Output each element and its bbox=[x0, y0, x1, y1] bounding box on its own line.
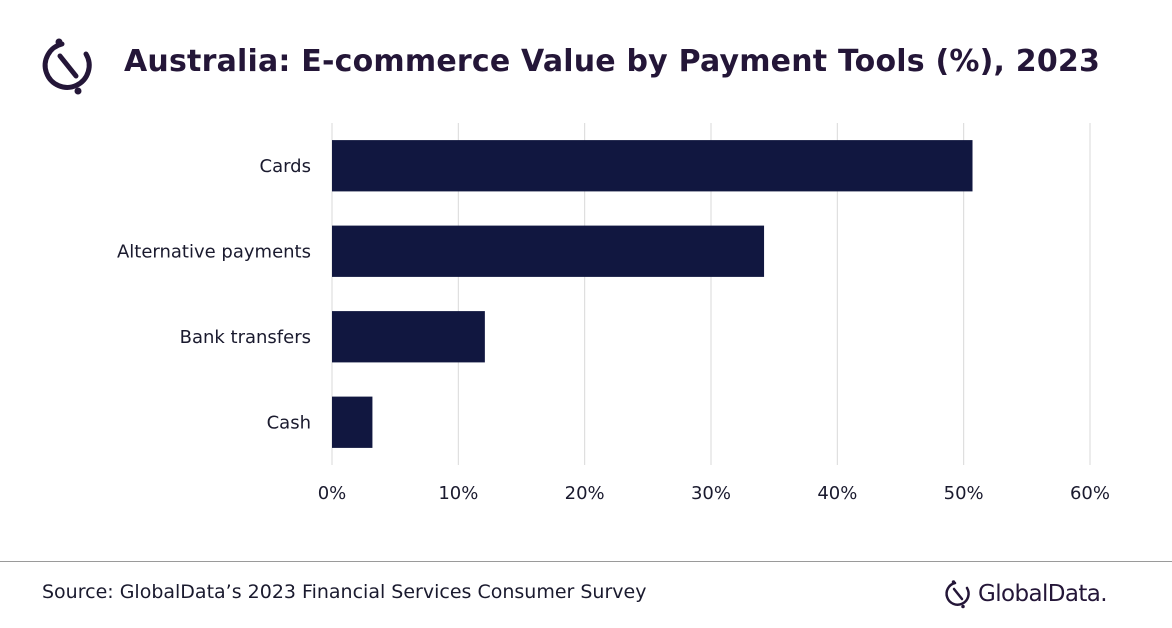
globaldata-brand-icon bbox=[945, 580, 970, 609]
footer-divider bbox=[0, 561, 1172, 562]
globaldata-logo-icon bbox=[42, 38, 92, 95]
x-tick-label: 30% bbox=[691, 483, 731, 504]
category-label: Bank transfers bbox=[180, 327, 311, 348]
category-label: Cash bbox=[267, 412, 311, 433]
bar bbox=[332, 396, 373, 448]
source-note: Source: GlobalData’s 2023 Financial Serv… bbox=[42, 581, 647, 603]
x-tick-label: 10% bbox=[438, 483, 478, 504]
x-tick-label: 50% bbox=[944, 483, 984, 504]
brand-name: GlobalData. bbox=[978, 581, 1108, 607]
bar bbox=[332, 140, 973, 192]
category-label: Cards bbox=[260, 156, 312, 177]
bar-chart: Cards Alternative payments Bank transfers C… bbox=[117, 123, 1110, 504]
x-tick-label: 60% bbox=[1070, 483, 1110, 504]
bar bbox=[332, 225, 765, 277]
brand-logo: GlobalData. bbox=[944, 576, 1108, 612]
bar bbox=[332, 311, 485, 363]
x-tick-label: 0% bbox=[318, 483, 347, 504]
chart-title: Australia: E-commerce Value by Payment T… bbox=[124, 44, 1101, 79]
category-label: Alternative payments bbox=[117, 241, 311, 262]
x-tick-label: 20% bbox=[565, 483, 605, 504]
x-tick-label: 40% bbox=[817, 483, 857, 504]
